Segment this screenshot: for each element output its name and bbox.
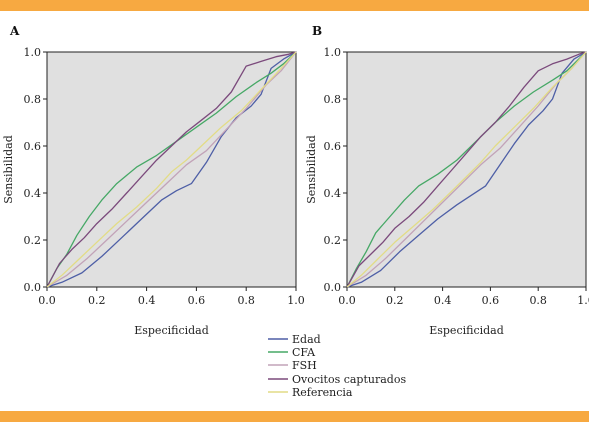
x-tick-label: 0.4 — [138, 294, 156, 307]
legend-item-ovocitos: Ovocitos capturados — [268, 373, 406, 386]
tick-group: 0.0 0.2 0.4 0.6 0.8 1.0 0.0 0.2 0.4 0.6 0.8 1.0 — [324, 46, 589, 307]
x-tick-label: 0.8 — [529, 294, 547, 307]
bottom-accent-band — [0, 411, 589, 422]
legend-item-cfa: CFA — [268, 346, 316, 359]
y-tick-label: 1.0 — [24, 46, 42, 59]
legend-label: FSH — [292, 359, 317, 372]
series-line-fsh — [46, 51, 297, 288]
legend-item-fsh: FSH — [268, 359, 317, 372]
y-tick-label: 0.2 — [24, 234, 42, 247]
y-tick-label: 1.0 — [324, 46, 342, 59]
series-line-referencia — [46, 51, 297, 288]
legend-item-referencia: Referencia — [268, 386, 353, 399]
y-tick-label: 0.6 — [324, 140, 342, 153]
series-group — [46, 51, 297, 288]
x-axis-label: Especificidad — [429, 324, 504, 337]
legend-label: Ovocitos capturados — [292, 373, 406, 386]
x-tick-label: 0.0 — [38, 294, 56, 307]
x-tick-label: 0.4 — [434, 294, 452, 307]
series-line-cfa — [46, 51, 297, 288]
legend-label: Edad — [292, 333, 321, 346]
series-line-ovocitos-capturados — [46, 51, 297, 288]
x-tick-label: 1.0 — [287, 294, 305, 307]
legend: Edad CFA FSH Ovocitos capturados Referen… — [268, 333, 406, 399]
x-tick-label: 1.0 — [577, 294, 589, 307]
top-accent-band — [0, 0, 589, 11]
plot-area — [46, 51, 297, 288]
legend-label: CFA — [292, 346, 316, 359]
series-group — [346, 51, 587, 288]
x-tick-label: 0.0 — [338, 294, 356, 307]
y-tick-label: 0.4 — [24, 187, 42, 200]
x-axis-label: Especificidad — [134, 324, 209, 337]
series-line-referencia — [346, 51, 587, 288]
y-axis-label: Sensibilidad — [305, 135, 318, 204]
x-tick-label: 0.2 — [386, 294, 404, 307]
x-tick-label: 0.6 — [482, 294, 500, 307]
panel-letter: A — [9, 24, 20, 38]
series-line-edad — [346, 51, 587, 288]
legend-label: Referencia — [292, 386, 353, 399]
x-tick-label: 0.6 — [188, 294, 206, 307]
panel-b: B 0.0 0.2 0.4 0.6 0.8 1.0 0.0 0.2 0.4 0.6 0.8 1.0 E… — [305, 24, 589, 337]
legend-item-edad: Edad — [268, 333, 321, 346]
series-line-ovocitos-capturados — [346, 51, 587, 288]
x-tick-label: 0.2 — [88, 294, 106, 307]
plot-area — [346, 51, 587, 288]
y-tick-label: 0.4 — [324, 187, 342, 200]
y-tick-label: 0.8 — [324, 93, 342, 106]
tick-group: 0.0 0.2 0.4 0.6 0.8 1.0 0.0 0.2 0.4 0.6 0.8 1.0 — [24, 46, 305, 307]
y-axis-label: Sensibilidad — [2, 135, 15, 204]
y-tick-label: 0.8 — [24, 93, 42, 106]
y-tick-label: 0.0 — [24, 281, 42, 294]
panel-a: A 0.0 0.2 0.4 0.6 0.8 1.0 0.0 0.2 0.4 0.6 0.8 1.0 E… — [2, 24, 305, 337]
y-tick-label: 0.6 — [24, 140, 42, 153]
panel-letter: B — [312, 24, 322, 38]
series-line-cfa — [346, 51, 587, 288]
x-tick-label: 0.8 — [237, 294, 255, 307]
y-tick-label: 0.2 — [324, 234, 342, 247]
y-tick-label: 0.0 — [324, 281, 342, 294]
